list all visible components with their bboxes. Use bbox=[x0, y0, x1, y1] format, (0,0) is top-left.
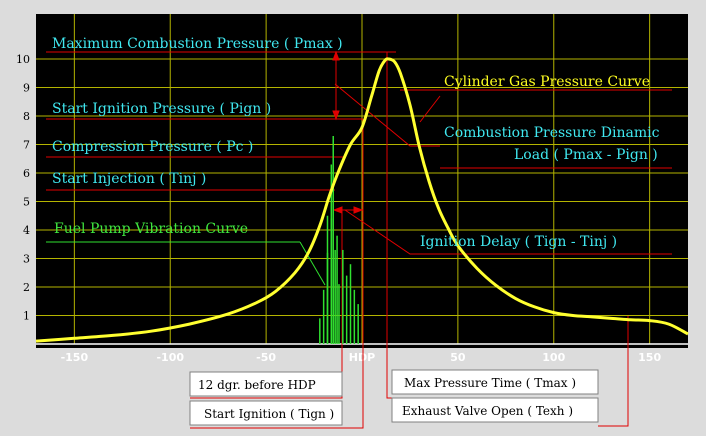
label-dyn-2: Load ( Pmax - Pign ) bbox=[514, 147, 658, 163]
y-tick-label: 6 bbox=[23, 167, 30, 180]
label-dyn-1: Combustion Pressure Dinamic bbox=[444, 125, 660, 141]
delay-arrow-right bbox=[353, 206, 364, 214]
fuel-connector bbox=[299, 241, 326, 286]
x-tick-label: -100 bbox=[156, 351, 184, 364]
label-pmax: Maximum Combustion Pressure ( Pmax ) bbox=[52, 36, 343, 52]
y-tick-label: 5 bbox=[23, 196, 30, 209]
y-tick-label: 9 bbox=[23, 82, 30, 95]
label-texh: Exhaust Valve Open ( Texh ) bbox=[402, 404, 573, 418]
y-tick-label: 10 bbox=[16, 53, 30, 66]
label-pign: Start Ignition Pressure ( Pign ) bbox=[52, 101, 271, 117]
delay-arrow-left bbox=[332, 206, 343, 214]
delay-connector bbox=[344, 209, 672, 255]
dyn-connector bbox=[334, 83, 440, 147]
x-tick-label: -50 bbox=[256, 351, 276, 364]
span-arrow-bottom bbox=[332, 110, 340, 121]
y-tick-label: 7 bbox=[23, 139, 30, 152]
label-tign: Start Ignition ( Tign ) bbox=[204, 407, 334, 421]
label-tinj: Start Injection ( Tinj ) bbox=[52, 171, 206, 187]
label-before: 12 dgr. before HDP bbox=[198, 378, 316, 392]
grid bbox=[36, 14, 688, 344]
tign-connector bbox=[190, 119, 364, 429]
x-tick-label: 150 bbox=[638, 351, 661, 364]
label-gas: Cylinder Gas Pressure Curve bbox=[444, 74, 650, 90]
y-tick-label: 2 bbox=[23, 281, 30, 294]
box-before bbox=[189, 371, 343, 397]
gas-connector bbox=[419, 95, 441, 123]
box-texh bbox=[391, 397, 599, 423]
x-tick-labels: -150 -100 -50 HDP 50 100 150 bbox=[61, 351, 662, 364]
before-connector bbox=[190, 210, 343, 399]
y-tick-label: 4 bbox=[23, 224, 30, 237]
x-tick-label: 100 bbox=[542, 351, 565, 364]
y-tick-label: 8 bbox=[23, 110, 30, 123]
label-fuel: Fuel Pump Vibration Curve bbox=[54, 221, 248, 237]
span-arrow-top bbox=[332, 50, 340, 61]
y-tick-label: 3 bbox=[23, 253, 30, 266]
x-tick-label: HDP bbox=[349, 351, 375, 364]
label-pc: Compression Pressure ( Pc ) bbox=[52, 139, 253, 155]
marker-lines bbox=[46, 50, 672, 429]
cylinder-gas-pressure-series bbox=[35, 57, 689, 343]
box-tmax bbox=[391, 369, 599, 395]
x-tick-label: -150 bbox=[61, 351, 89, 364]
x-tick-label: 50 bbox=[450, 351, 466, 364]
label-tmax: Max Pressure Time ( Tmax ) bbox=[404, 376, 576, 390]
y-tick-labels: 1 2 3 4 5 6 7 8 9 10 bbox=[16, 53, 30, 323]
label-delay: Ignition Delay ( Tign - Tinj ) bbox=[420, 234, 617, 250]
y-tick-label: 1 bbox=[23, 310, 30, 323]
texh-connector bbox=[598, 316, 629, 427]
box-tign bbox=[189, 400, 343, 426]
